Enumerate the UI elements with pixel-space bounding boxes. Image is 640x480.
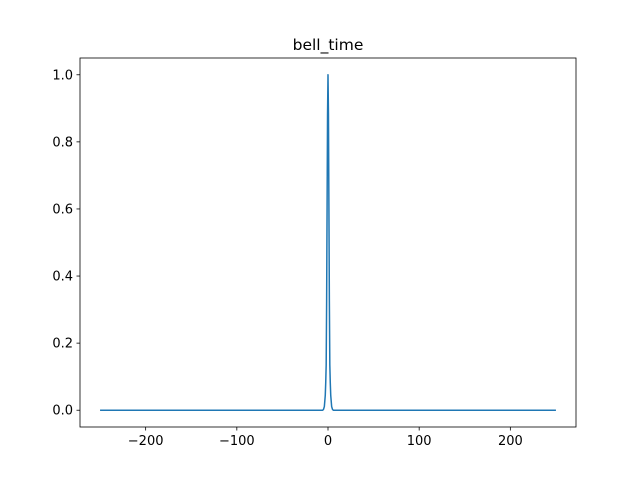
x-tick-label: 100 [407, 434, 432, 449]
x-tick-label: 0 [324, 434, 332, 449]
y-tick-label: 0.6 [52, 202, 73, 217]
plot-area [100, 74, 556, 411]
x-axis: −200 −100 0 100 200 [128, 427, 523, 449]
chart-title: bell_time [293, 36, 364, 55]
y-tick-label: 0.8 [52, 135, 73, 150]
y-tick-label: 0.0 [52, 404, 73, 419]
y-axis: 0.0 0.2 0.4 0.6 0.8 1.0 [52, 68, 80, 419]
y-tick-label: 0.4 [52, 270, 73, 285]
x-tick-label: −200 [128, 434, 164, 449]
y-tick-label: 1.0 [52, 68, 73, 83]
x-tick-label: −100 [219, 434, 255, 449]
x-tick-label: 200 [498, 434, 523, 449]
series-line [100, 74, 556, 411]
y-tick-label: 0.2 [52, 337, 73, 352]
